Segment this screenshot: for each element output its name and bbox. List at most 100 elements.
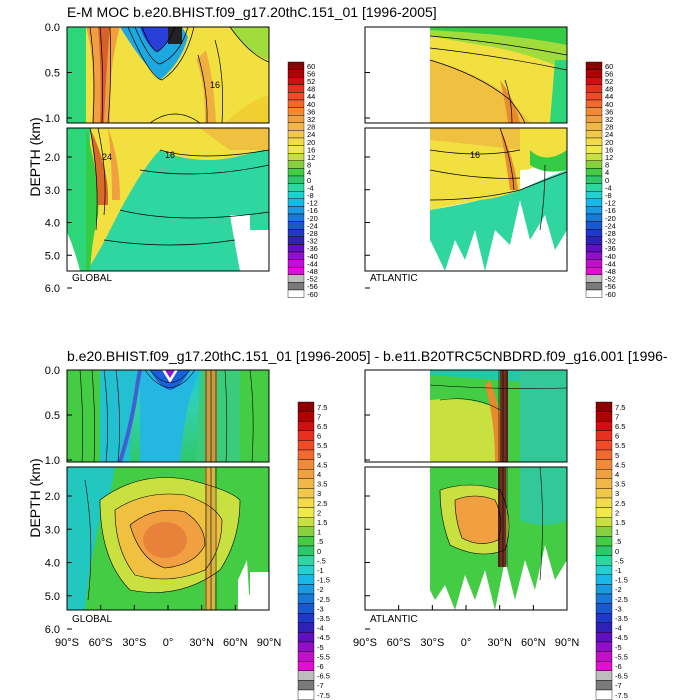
colorbar-label: 2.5	[615, 499, 625, 508]
colorbar-swatch	[297, 469, 315, 480]
y-tick-label: 1.0	[45, 455, 60, 467]
colorbar-swatch	[287, 99, 305, 108]
colorbar-label: 12	[307, 153, 315, 162]
colorbar-label: -40	[605, 252, 616, 261]
colorbar-swatch	[297, 555, 315, 566]
colorbar-label: 4.5	[615, 460, 625, 469]
y-tick-label: 3.0	[45, 185, 60, 197]
colorbar-swatch	[595, 603, 613, 614]
colorbar-swatch	[297, 459, 315, 470]
colorbar-label: -5	[615, 643, 622, 652]
colorbar-swatch	[595, 517, 613, 528]
colorbar-swatch	[585, 61, 603, 70]
colorbar-swatch	[297, 603, 315, 614]
colorbar-swatch	[287, 107, 305, 116]
colorbar-label: -.5	[615, 556, 624, 565]
colorbar-swatch	[287, 236, 305, 245]
colorbar-label: -2	[317, 585, 324, 594]
top-global-contour-label-24: 24	[102, 152, 112, 162]
x-tick-label: 90°S	[353, 637, 377, 649]
colorbar-label: -52	[605, 275, 616, 284]
colorbar-label: -44	[307, 259, 318, 268]
colorbar-swatch	[595, 478, 613, 489]
y-tick-label: 6.0	[45, 624, 60, 636]
colorbar-swatch	[585, 251, 603, 260]
colorbar-label: -28	[605, 229, 616, 238]
colorbar-label: 16	[605, 145, 613, 154]
bottom-atlantic-panel: ATLANTIC	[364, 369, 568, 625]
colorbar-label: -56	[605, 282, 616, 291]
top-global-upper-field	[67, 27, 269, 123]
colorbar-label: -4	[317, 624, 324, 633]
colorbar-label: 8	[605, 161, 609, 170]
colorbar-swatch	[287, 251, 305, 260]
top-atlantic-lower-frame	[364, 127, 568, 272]
colorbar-label: 36	[307, 107, 315, 116]
colorbar-label: 56	[605, 69, 613, 78]
colorbar-label: -2	[615, 585, 622, 594]
colorbar-label: -48	[307, 267, 318, 276]
colorbar-label: -7.5	[615, 691, 628, 700]
colorbar-swatch	[297, 670, 315, 681]
colorbar-label: 1	[317, 528, 321, 537]
colorbar-swatch	[585, 107, 603, 116]
colorbar-label: 40	[307, 100, 315, 109]
bottom-atlantic-contours	[429, 370, 568, 581]
colorbar-swatch	[297, 574, 315, 585]
colorbar-swatch	[595, 449, 613, 460]
colorbar-label: 20	[307, 138, 315, 147]
top-atlantic-upper-frame	[364, 26, 568, 124]
colorbar-swatch	[297, 632, 315, 643]
colorbar-swatch	[297, 478, 315, 489]
colorbar-swatch	[297, 584, 315, 595]
colorbar-swatch	[287, 198, 305, 207]
colorbar-swatch	[585, 122, 603, 131]
colorbar-label: -32	[605, 237, 616, 246]
colorbar-label: -4	[307, 183, 314, 192]
colorbar-label: 3	[615, 489, 619, 498]
colorbar-label: 7.5	[317, 403, 327, 412]
colorbar-swatch	[297, 421, 315, 432]
colorbar-swatch	[297, 497, 315, 508]
colorbar-label: -5.5	[317, 652, 330, 661]
colorbar-swatch	[585, 160, 603, 169]
bottom-global-label: GLOBAL	[72, 614, 112, 625]
colorbar-swatch	[297, 593, 315, 604]
colorbar-label: -20	[605, 214, 616, 223]
colorbar-label: 0	[605, 176, 609, 185]
colorbar-swatch	[287, 137, 305, 146]
colorbar-label: 56	[307, 69, 315, 78]
colorbar-swatch	[585, 282, 603, 291]
colorbar-swatch	[287, 289, 305, 298]
colorbar-label: 7	[615, 412, 619, 421]
x-tick-label: 60°N	[223, 637, 248, 649]
colorbar-swatch	[287, 221, 305, 230]
colorbar-swatch	[297, 517, 315, 528]
colorbar-swatch	[595, 488, 613, 499]
colorbar-label: 1	[615, 528, 619, 537]
colorbar-swatch	[287, 228, 305, 237]
top-global-label: GLOBAL	[72, 273, 112, 284]
colorbar-label: -24	[605, 221, 616, 230]
colorbar-label: 60	[605, 62, 613, 71]
colorbar-label: 0	[317, 547, 321, 556]
colorbar-swatch	[297, 440, 315, 451]
colorbar-swatch	[595, 574, 613, 585]
colorbar-label: -36	[605, 244, 616, 253]
colorbar-label: -52	[307, 275, 318, 284]
colorbar-label: 32	[307, 115, 315, 124]
bottom-global-upper-field	[67, 369, 269, 463]
colorbar-swatch	[287, 92, 305, 101]
colorbar-swatch	[585, 152, 603, 161]
colorbar-label: 12	[605, 153, 613, 162]
colorbar-label: 52	[307, 77, 315, 86]
bottom-atlantic-upper-field	[365, 370, 567, 462]
colorbar-swatch	[595, 421, 613, 432]
colorbar-swatch	[595, 584, 613, 595]
colorbar-label: 5	[615, 451, 619, 460]
colorbar-label: -36	[307, 244, 318, 253]
colorbar-label: 6.5	[317, 422, 327, 431]
top-global-upper-frame	[66, 26, 270, 124]
top-global-lower-field	[67, 128, 269, 271]
colorbar-swatch	[297, 545, 315, 556]
